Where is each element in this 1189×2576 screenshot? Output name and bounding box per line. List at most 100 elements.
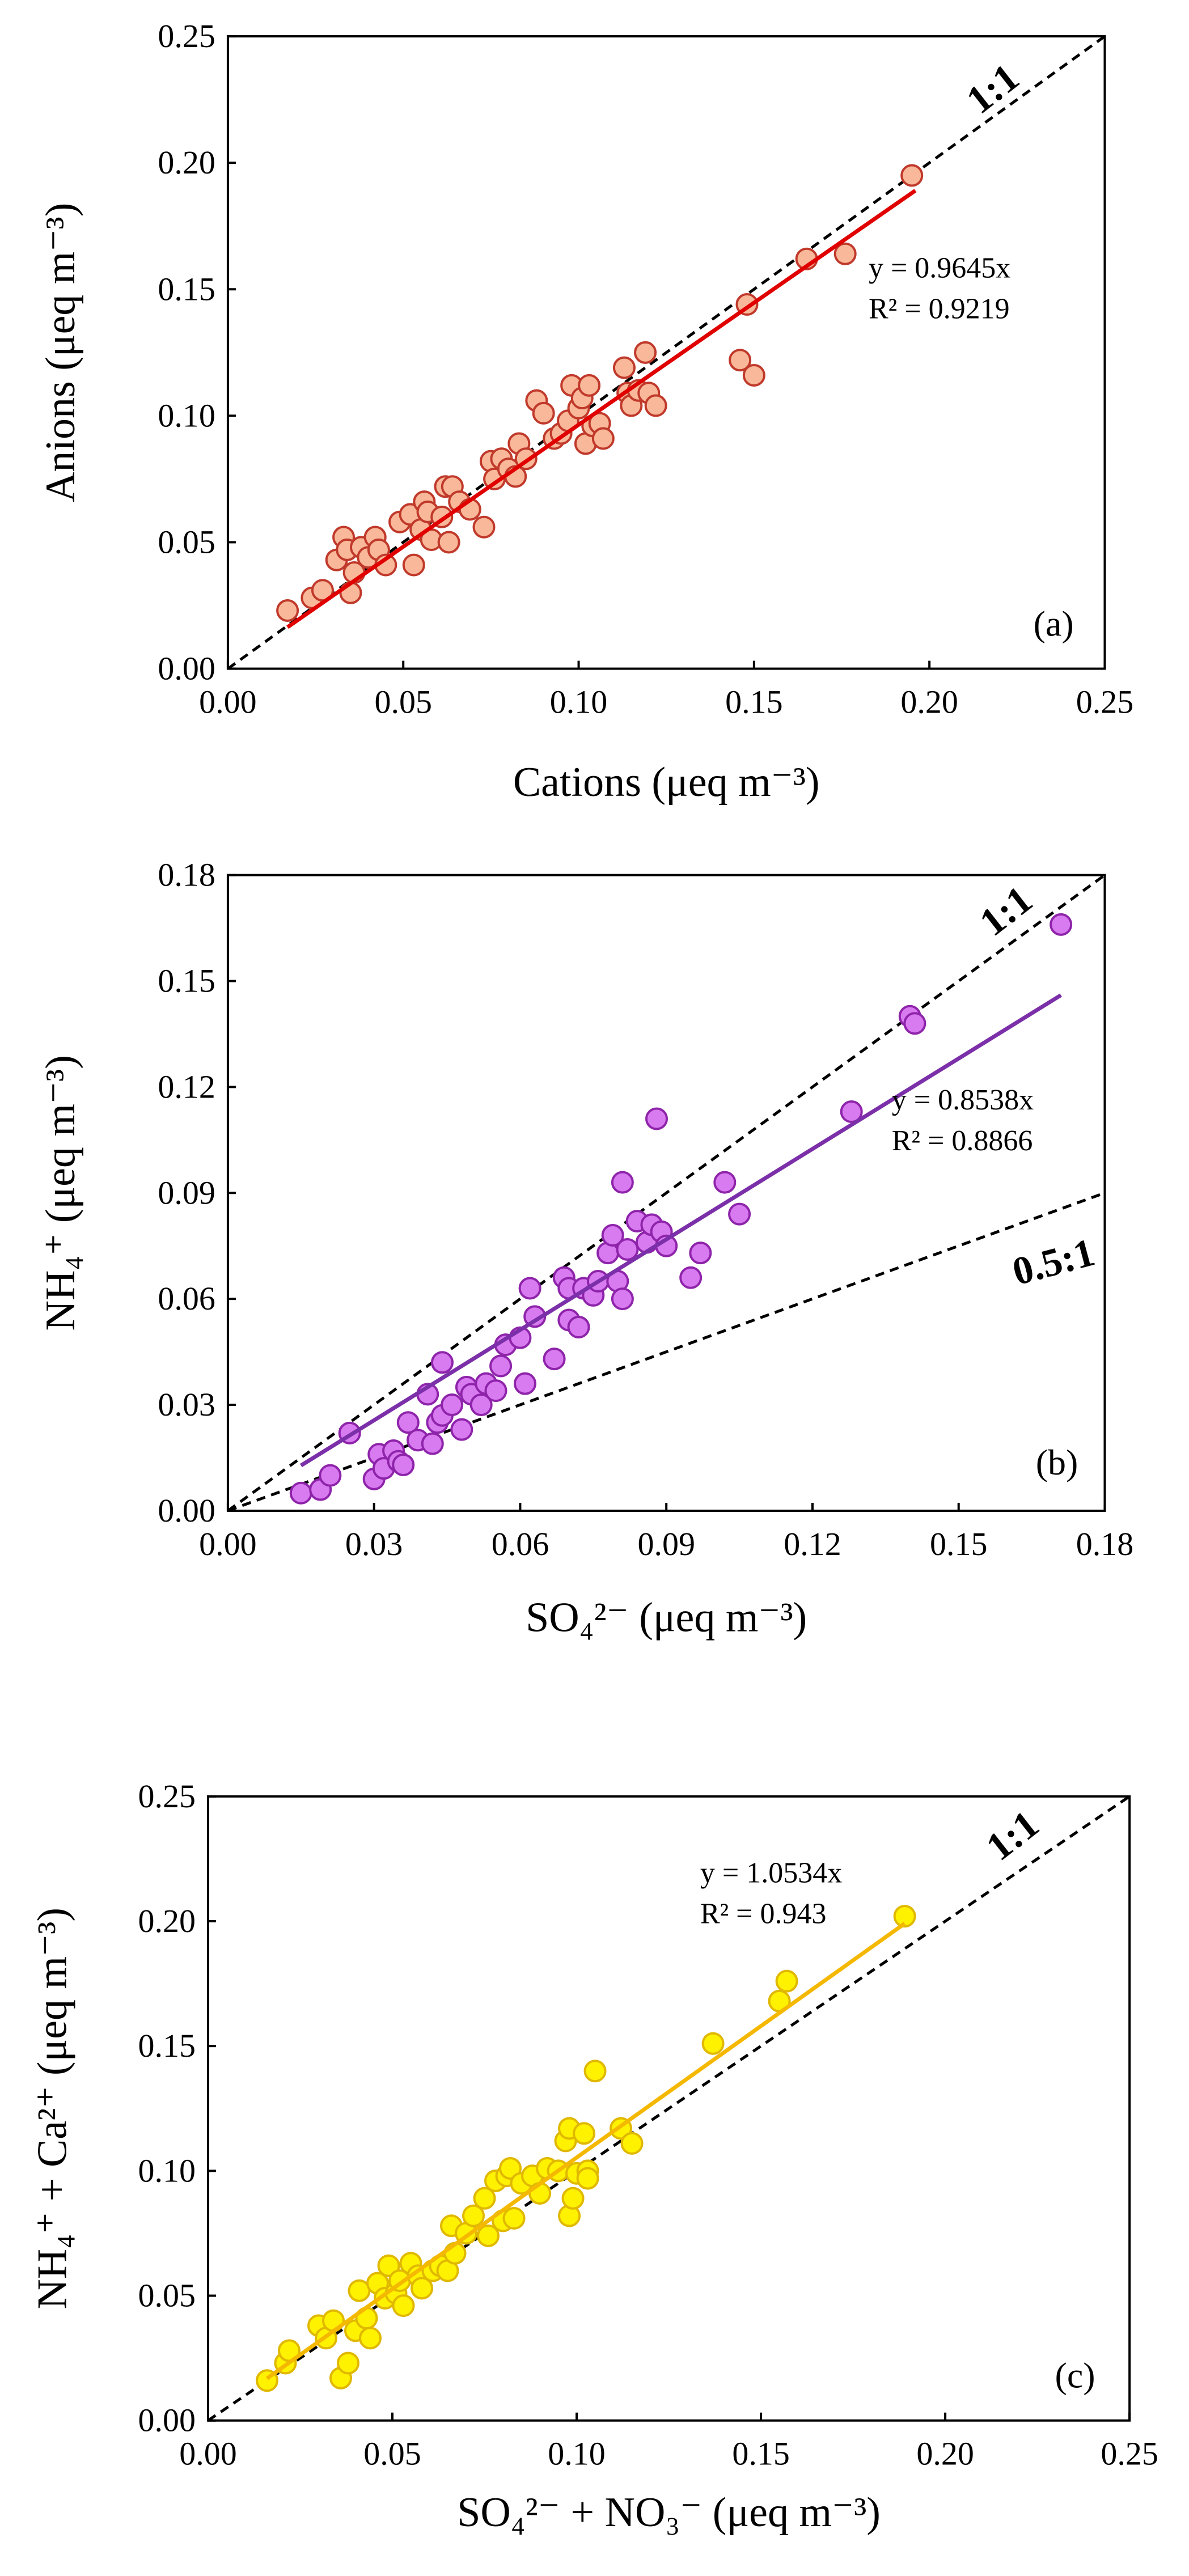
data-point [840, 1100, 863, 1124]
panel-c: 0.00 0.05 0.10 0.15 0.20 0.25 0.00 0.05 0.10 0.15… [29, 1778, 1158, 2536]
fit-r-squared: R² = 0.9219 [869, 293, 1010, 325]
data-point [701, 2032, 725, 2055]
x-axis-label: SO₄²⁻ + NO₃⁻ (μeq m⁻³) [457, 2489, 881, 2536]
reference-line-1-1 [227, 875, 1105, 1511]
panel-tag: (b) [1036, 1442, 1078, 1482]
plot-area [208, 1796, 1130, 2421]
x-axis-label: Cations (μeq m⁻³) [513, 759, 820, 806]
data-point [583, 2060, 607, 2083]
data-point [421, 1432, 444, 1455]
y-tick-label: 0.12 [158, 1068, 215, 1105]
data-point [611, 1287, 634, 1311]
data-point [689, 1242, 712, 1265]
data-point [472, 515, 496, 539]
y-tick-label: 0.25 [138, 1778, 196, 1815]
data-point [392, 2294, 415, 2317]
y-tick-label: 0.00 [158, 650, 215, 687]
data-point [396, 1411, 420, 1434]
data-point [450, 1418, 473, 1441]
fit-equation: y = 0.8538x [892, 1084, 1034, 1116]
x-axis-label: SO₄²⁻ (μeq m⁻³) [526, 1595, 807, 1641]
x-tick-label: 0.06 [492, 1526, 549, 1562]
panel-tag: (c) [1055, 2355, 1095, 2395]
data-point [576, 2167, 599, 2190]
data-point [276, 599, 299, 622]
y-tick-label: 0.03 [158, 1386, 215, 1423]
data-point [437, 531, 460, 554]
x-tick-label: 0.10 [548, 2435, 606, 2472]
data-point [620, 2132, 644, 2155]
x-tick-label: 0.03 [345, 1526, 403, 1562]
x-tick-label: 0.09 [637, 1526, 695, 1562]
data-point [499, 2156, 522, 2180]
x-tick-label: 0.05 [374, 684, 432, 721]
data-point [514, 1372, 537, 1395]
panel-a: 0.00 0.05 0.10 0.15 0.20 0.25 0.00 0.05 0.10 0.15… [37, 18, 1133, 806]
y-axis-label: NH₄⁺ (μeq m⁻³) [37, 1055, 84, 1331]
y-tick-label: 0.20 [138, 1903, 196, 1939]
data-point [402, 553, 425, 577]
panel-b: 0.00 0.03 0.06 0.09 0.12 0.15 0.18 0.00 0.03 0.06… [37, 857, 1133, 1641]
data-point [612, 356, 636, 379]
data-point [713, 1171, 737, 1194]
fit-r-squared: R² = 0.8866 [892, 1125, 1033, 1157]
y-tick-label: 0.15 [138, 2027, 196, 2064]
data-point [775, 1969, 798, 1993]
data-point [489, 1354, 513, 1378]
data-point [377, 2254, 400, 2277]
trend-line [286, 189, 917, 629]
y-tick-label: 0.05 [138, 2277, 196, 2314]
x-tick-label: 0.00 [199, 1526, 257, 1562]
data-point [532, 401, 555, 425]
data-point [728, 1202, 751, 1226]
x-tick-label: 0.15 [732, 2435, 790, 2472]
data-point [645, 1107, 668, 1130]
data-point [469, 1393, 493, 1417]
data-points [276, 164, 924, 622]
x-tick-label: 0.15 [930, 1526, 988, 1562]
data-point [518, 1277, 541, 1300]
plot-area [227, 875, 1105, 1511]
data-point [430, 1351, 454, 1374]
data-point [289, 1481, 312, 1505]
data-point [903, 1012, 926, 1035]
data-point [833, 242, 857, 265]
y-tick-label: 0.15 [158, 963, 215, 999]
data-point [477, 2224, 500, 2247]
data-point [578, 374, 601, 397]
data-point [462, 2204, 485, 2227]
fit-equation: y = 0.9645x [869, 252, 1010, 284]
y-axis-label: Anions (μeq m⁻³) [37, 203, 84, 502]
y-tick-label: 0.00 [158, 1492, 215, 1529]
data-point [473, 2187, 496, 2210]
data-point [900, 164, 924, 187]
data-point [634, 341, 657, 364]
data-point [411, 2277, 434, 2300]
data-point [441, 1393, 464, 1417]
data-point [502, 2207, 526, 2230]
data-point [616, 1238, 639, 1261]
y-tick-label: 0.18 [158, 857, 215, 893]
plot-area [227, 36, 1105, 669]
data-point [729, 349, 752, 372]
reference-line-1-1 [227, 36, 1105, 669]
trend-line [265, 1922, 906, 2380]
data-point [359, 2327, 382, 2350]
fit-r-squared: R² = 0.943 [700, 1897, 827, 1930]
data-point [573, 2122, 596, 2145]
y-tick-label: 0.05 [158, 523, 215, 560]
data-point [679, 1266, 703, 1289]
data-point [644, 394, 667, 417]
data-point [484, 1379, 507, 1403]
data-point [543, 1348, 566, 1371]
x-tick-label: 0.00 [179, 2435, 237, 2472]
y-tick-label: 0.15 [158, 270, 215, 307]
data-point [742, 363, 765, 387]
y-axis-label: NH₄⁺ + Ca²⁺ (μeq m⁻³) [29, 1908, 76, 2310]
data-point [1050, 913, 1073, 936]
data-point [601, 1224, 624, 1247]
y-tick-label: 0.06 [158, 1280, 215, 1317]
data-point [893, 1905, 916, 1928]
x-tick-label: 0.20 [900, 684, 958, 721]
